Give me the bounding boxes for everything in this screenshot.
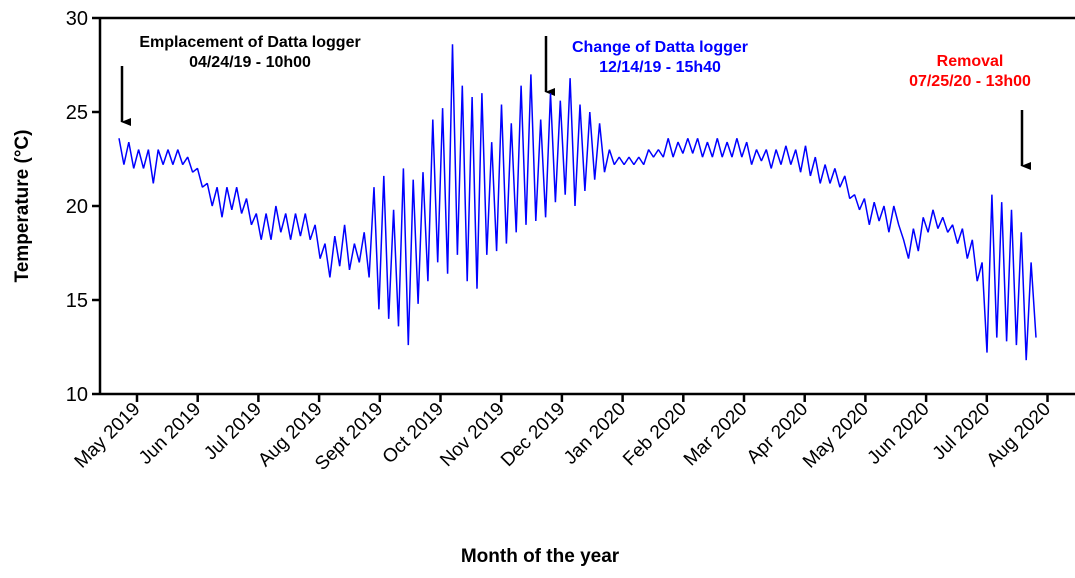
temperature-line bbox=[118, 44, 1037, 361]
annotation: Removal bbox=[937, 53, 1004, 70]
y-tick-label: 10 bbox=[66, 384, 88, 406]
x-tick-label: May 2019 bbox=[71, 399, 145, 473]
x-axis-label: Month of the year bbox=[461, 546, 620, 567]
annotation: Change of Datta logger bbox=[572, 39, 748, 56]
annotation: Emplacement of Datta logger bbox=[139, 34, 360, 51]
y-tick-label: 30 bbox=[66, 8, 88, 30]
x-tick-label: Jun 2019 bbox=[135, 399, 205, 469]
x-tick-label: Mar 2020 bbox=[680, 399, 752, 471]
x-tick-label: Dec 2019 bbox=[497, 399, 569, 471]
y-tick-label: 20 bbox=[66, 196, 88, 218]
x-tick-label: Aug 2020 bbox=[983, 399, 1055, 471]
x-tick-label: Feb 2020 bbox=[619, 399, 691, 471]
y-axis-label: Temperature (°C) bbox=[12, 130, 33, 283]
x-tick-label: Jan 2020 bbox=[560, 399, 630, 469]
x-tick-label: Nov 2019 bbox=[436, 399, 508, 471]
x-tick-label: May 2020 bbox=[799, 399, 873, 473]
annotation: 12/14/19 - 15h40 bbox=[599, 59, 721, 76]
annotation: 04/24/19 - 10h00 bbox=[189, 54, 311, 71]
annotation: 07/25/20 - 13h00 bbox=[909, 73, 1031, 90]
y-tick-label: 15 bbox=[66, 290, 88, 312]
y-tick-label: 25 bbox=[66, 102, 88, 124]
x-tick-label: Jun 2020 bbox=[863, 399, 933, 469]
